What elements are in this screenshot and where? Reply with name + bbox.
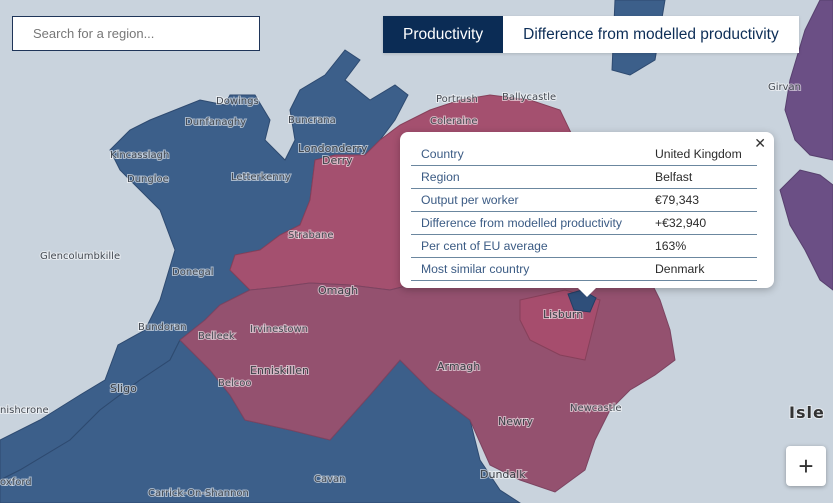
label-glencolumbkille: Glencolumbkille	[40, 251, 120, 262]
popup-label: Country	[421, 147, 464, 161]
label-donegal: Donegal	[172, 267, 214, 278]
label-ballycastle: Ballycastle	[502, 92, 556, 103]
label-armagh: Armagh	[437, 360, 480, 373]
label-belleek: Belleek	[198, 331, 235, 342]
label-letterkenny: Letterkenny	[231, 172, 291, 183]
popup-value: United Kingdom	[655, 147, 742, 161]
label-portrush: Portrush	[436, 94, 478, 105]
label-buncrana: Buncrana	[288, 115, 336, 126]
zoom-in-button[interactable]: +	[786, 446, 826, 486]
popup-value: +€32,940	[655, 216, 707, 230]
label-newcastle: Newcastle	[570, 403, 622, 414]
label-coleraine: Coleraine	[430, 116, 478, 127]
popup-value: €79,343	[655, 193, 700, 207]
label-inishcrone: nishcrone	[0, 405, 49, 416]
popup-row-region: Region Belfast	[411, 166, 757, 189]
label-lisburn: Lisburn	[543, 308, 583, 321]
popup-row-similar: Most similar country Denmark	[411, 258, 757, 281]
label-dowings: Dowings	[216, 96, 259, 107]
label-dunfanaghy: Dunfanaghy	[185, 117, 246, 128]
label-strabane: Strabane	[288, 230, 333, 241]
label-enniskillen: Enniskillen	[250, 364, 309, 377]
popup-value: Denmark	[655, 262, 705, 276]
label-dundalk: Dundalk	[480, 468, 526, 481]
plus-icon: +	[798, 450, 814, 481]
label-kincasslagh: Kincasslagh	[110, 150, 169, 161]
popup-label: Difference from modelled productivity	[421, 216, 622, 230]
label-omagh: Omagh	[318, 284, 358, 297]
label-belcoo: Belcoo	[218, 378, 252, 389]
popup-label: Output per worker	[421, 193, 519, 207]
popup-value: 163%	[655, 239, 687, 253]
label-newry: Newry	[498, 415, 534, 428]
label-girvan: Girvan	[768, 82, 801, 93]
label-derry: Derry	[322, 154, 353, 167]
popup-row-country: Country United Kingdom	[411, 143, 757, 166]
popup-value: Belfast	[655, 170, 693, 184]
popup-label: Region	[421, 170, 460, 184]
search-input[interactable]	[12, 16, 260, 51]
label-foxford: oxford	[0, 477, 32, 488]
difference-button[interactable]: Difference from modelled productivity	[503, 16, 799, 53]
popup-row-eu-percent: Per cent of EU average 163%	[411, 235, 757, 258]
label-irvinestown: Irvinestown	[250, 324, 308, 335]
close-icon[interactable]: ✕	[754, 135, 766, 151]
label-cavan: Cavan	[314, 474, 346, 485]
metric-toggle: Productivity Difference from modelled pr…	[383, 16, 799, 53]
region-scotland[interactable]	[784, 0, 833, 161]
region-popup: ✕ Country United Kingdom Region Belfast …	[400, 132, 774, 297]
productivity-button[interactable]: Productivity	[383, 16, 504, 53]
region-kintyre[interactable]	[779, 169, 833, 291]
label-londonderry: Londonderry	[298, 142, 368, 155]
popup-label: Most similar country	[421, 262, 530, 276]
label-isle: Isle	[789, 403, 825, 422]
popup-row-output: Output per worker €79,343	[411, 189, 757, 212]
label-sligo: Sligo	[110, 382, 137, 395]
label-dungloe: Dungloe	[127, 174, 169, 185]
popup-label: Per cent of EU average	[421, 239, 548, 253]
label-carrick: Carrick-On-Shannon	[148, 488, 249, 499]
popup-row-difference: Difference from modelled productivity +€…	[411, 212, 757, 235]
label-bundoran: Bundoran	[138, 322, 187, 333]
